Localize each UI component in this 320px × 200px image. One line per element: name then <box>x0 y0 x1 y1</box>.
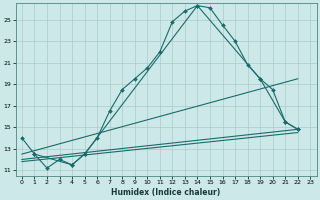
X-axis label: Humidex (Indice chaleur): Humidex (Indice chaleur) <box>111 188 221 197</box>
